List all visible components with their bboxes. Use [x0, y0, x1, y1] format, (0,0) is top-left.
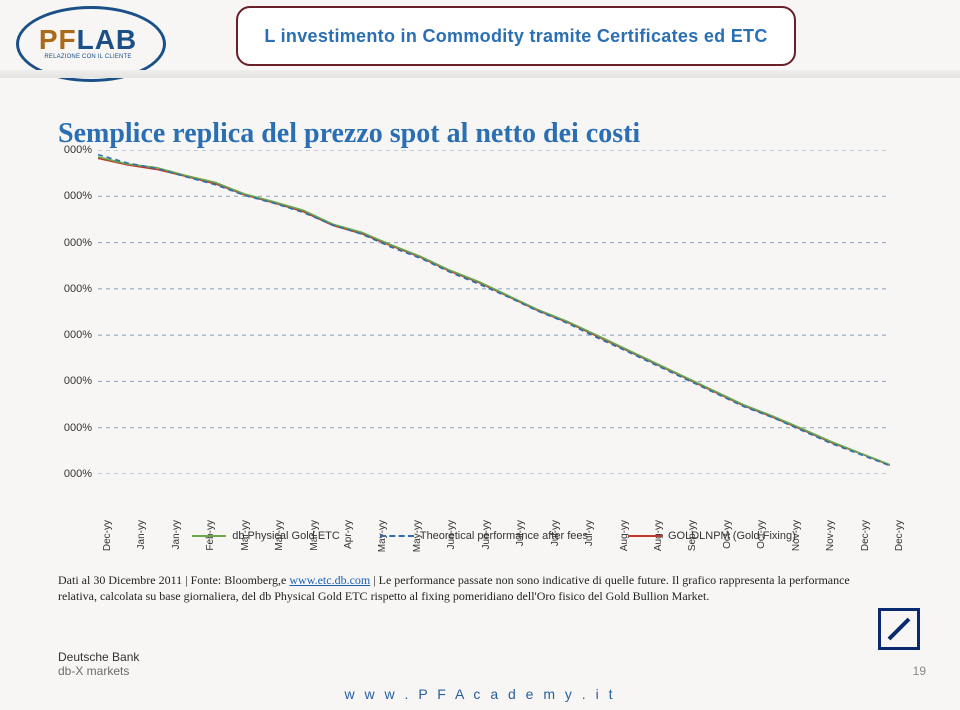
- logo-subtext: RELAZIONE CON IL CLIENTE: [44, 54, 131, 60]
- db-line2: db-X markets: [58, 664, 139, 678]
- deutsche-bank-label: Deutsche Bank db-X markets: [58, 650, 139, 678]
- legend-swatch-gold: [628, 535, 662, 537]
- legend-swatch-etc: [192, 535, 226, 537]
- y-axis: 000%000%000%000%000%000%000%000%: [58, 150, 98, 474]
- plot-area: [98, 150, 890, 474]
- header: PFLAB RELAZIONE CON IL CLIENTE L investi…: [0, 0, 960, 96]
- page-number: 19: [913, 664, 926, 678]
- legend-swatch-theo: [380, 535, 414, 537]
- logo-lab: LAB: [77, 24, 138, 55]
- footnote: Dati al 30 Dicembre 2011 | Fonte: Bloomb…: [58, 572, 888, 604]
- logo-pf: PF: [39, 24, 77, 55]
- legend-item-gold: GOLDLNPM (Gold Fixing): [628, 530, 796, 542]
- note-link[interactable]: www.etc.db.com: [289, 573, 370, 587]
- chart-subtitle: Semplice replica del prezzo spot al nett…: [58, 118, 640, 150]
- legend-label-gold: GOLDLNPM (Gold Fixing): [668, 530, 796, 542]
- note-prefix: Dati al 30 Dicembre 2011 | Fonte: Bloomb…: [58, 573, 289, 587]
- legend-label-etc: db Physical Gold ETC: [232, 530, 340, 542]
- y-tick: 000%: [58, 468, 92, 480]
- title-bar: L investimento in Commodity tramite Cert…: [236, 6, 796, 66]
- deutsche-bank-icon: [878, 608, 920, 650]
- legend-label-theo: Theoretical performance after fees: [420, 530, 588, 542]
- x-tick: Dec-yy: [894, 520, 905, 551]
- y-tick: 000%: [58, 144, 92, 156]
- legend: db Physical Gold ETC Theoretical perform…: [98, 530, 890, 542]
- y-tick: 000%: [58, 237, 92, 249]
- page-title: L investimento in Commodity tramite Cert…: [264, 26, 767, 47]
- footer-url: w w w . P F A c a d e m y . i t: [0, 686, 960, 702]
- db-line1: Deutsche Bank: [58, 650, 139, 664]
- y-tick: 000%: [58, 375, 92, 387]
- x-axis: Dec-yyJan-yyJan-yyFeb-yyMar-yyMar-yyMar-…: [98, 476, 890, 526]
- y-tick: 000%: [58, 190, 92, 202]
- header-divider: [0, 70, 960, 78]
- performance-chart: 000%000%000%000%000%000%000%000% Dec-yyJ…: [58, 150, 890, 530]
- y-tick: 000%: [58, 422, 92, 434]
- y-tick: 000%: [58, 329, 92, 341]
- legend-item-theo: Theoretical performance after fees: [380, 530, 588, 542]
- y-tick: 000%: [58, 283, 92, 295]
- legend-item-etc: db Physical Gold ETC: [192, 530, 340, 542]
